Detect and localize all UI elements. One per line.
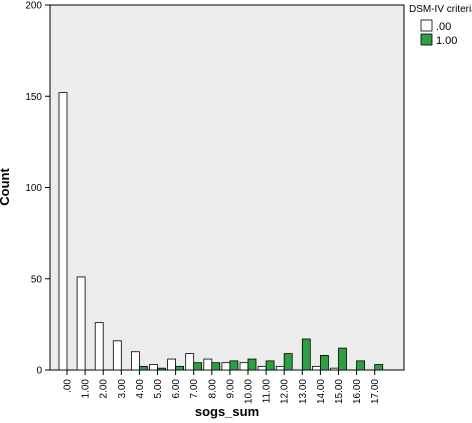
- x-tick-label-4: 4.00: [135, 379, 146, 399]
- x-tick-label-3: 3.00: [117, 379, 128, 399]
- y-tick-label-2: 100: [25, 183, 42, 194]
- x-tick-label-9: 9.00: [225, 379, 236, 399]
- bar-group: [58, 92, 384, 371]
- legend-swatch-0: [420, 19, 433, 32]
- bar-0-4: [130, 351, 140, 371]
- x-tick-label-1: 1.00: [81, 379, 92, 399]
- bar-1-13: [301, 338, 311, 371]
- bar-0-10: [239, 362, 249, 371]
- x-tick-label-8: 8.00: [207, 379, 218, 399]
- bar-0-14: [311, 365, 321, 371]
- bar-1-14: [319, 354, 329, 371]
- x-tick-label-12: 12.00: [280, 379, 291, 404]
- legend-swatch-1: [420, 33, 433, 46]
- bar-0-2: [94, 322, 104, 371]
- x-tick-label-6: 6.00: [171, 379, 182, 399]
- legend-entry-1: 1.00: [436, 35, 457, 47]
- x-tick-label-2: 2.00: [99, 379, 110, 399]
- x-tick-label-17: 17.00: [370, 379, 381, 404]
- x-tick-label-11: 11.00: [262, 379, 273, 404]
- x-axis-title: sogs_sum: [195, 404, 259, 419]
- bar-1-16: [356, 360, 366, 371]
- bar-0-15: [330, 367, 339, 371]
- x-tick-label-14: 14.00: [316, 379, 327, 404]
- bar-0-5: [149, 364, 158, 371]
- bar-1-6: [175, 365, 185, 371]
- y-tick-label-0: 0: [36, 366, 42, 377]
- y-tick-label-3: 150: [25, 92, 42, 103]
- x-axis: .00 1.00 2.00 3.00 4.00 5.00 6.00 7.00 8.00 9.00 1…: [63, 370, 381, 404]
- legend: DSM-IV criteria .00 1.00: [409, 4, 472, 47]
- x-tick-label-7: 7.00: [189, 379, 200, 399]
- bar-1-17: [374, 364, 384, 371]
- bar-0-3: [112, 340, 122, 371]
- y-axis-title: Count: [0, 168, 12, 206]
- legend-entry-0: .00: [436, 21, 451, 33]
- bar-1-11: [265, 360, 275, 371]
- bar-0-1: [76, 276, 86, 371]
- x-tick-label-15: 15.00: [334, 379, 345, 404]
- y-tick-label-4: 200: [25, 1, 42, 12]
- x-tick-label-5: 5.00: [153, 379, 164, 399]
- bar-1-8: [211, 362, 221, 371]
- bar-1-7: [193, 362, 203, 371]
- bar-1-4: [138, 365, 148, 371]
- bar-1-15: [338, 347, 347, 371]
- x-tick-label-0: .00: [63, 379, 74, 393]
- bar-1-9: [229, 360, 239, 371]
- bar-0-0: [58, 92, 68, 371]
- bar-0-11: [257, 365, 267, 371]
- bar-0-7: [185, 353, 195, 371]
- x-tick-label-13: 13.00: [298, 379, 309, 404]
- bar-0-6: [167, 358, 177, 371]
- x-tick-label-10: 10.00: [244, 379, 255, 404]
- legend-title: DSM-IV criteria: [409, 4, 472, 15]
- bar-1-5: [157, 367, 166, 371]
- bar-0-9: [221, 362, 231, 371]
- plot-area: [49, 4, 405, 371]
- bar-0-8: [203, 358, 213, 371]
- y-tick-label-1: 50: [31, 274, 43, 285]
- y-axis: 0 50 100 150 200: [25, 1, 50, 377]
- bar-1-10: [247, 358, 257, 371]
- x-tick-label-16: 16.00: [352, 379, 363, 404]
- bar-0-12: [275, 365, 285, 371]
- bar-1-12: [283, 353, 293, 371]
